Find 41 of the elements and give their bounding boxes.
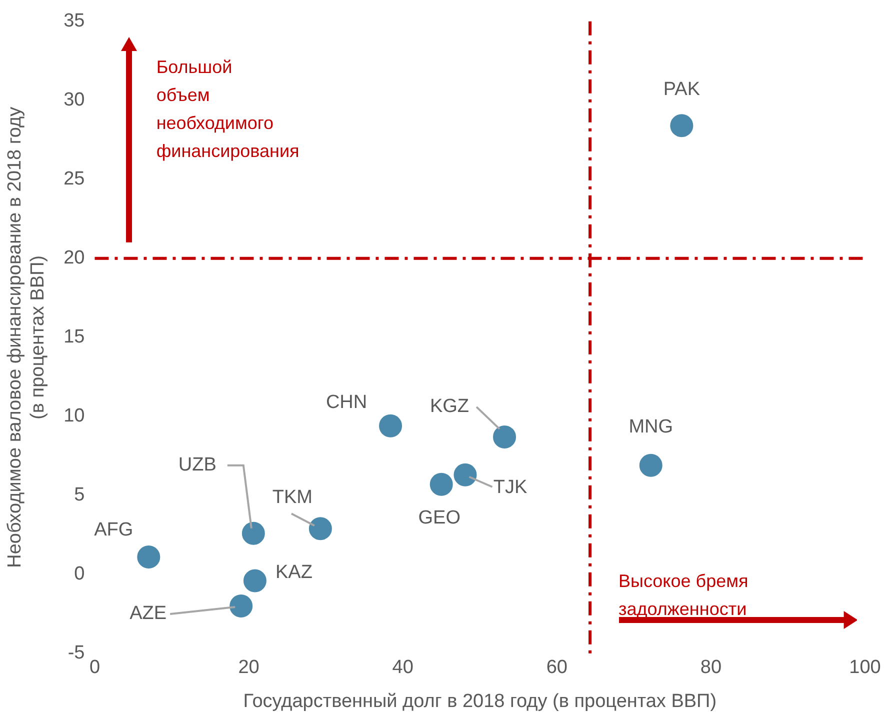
y-tick-label: 35 [64,10,85,32]
point [670,114,694,138]
annotation: Высокое бремя задолженности [618,570,750,620]
series-label: TKM [272,486,312,508]
point [308,517,332,540]
series-label: PAK [663,78,700,100]
x-tick-label: 100 [849,657,881,678]
y-tick-label: 0 [74,564,85,585]
point [230,594,253,618]
point [430,472,453,496]
series-label: KAZ [275,562,313,583]
x-axis-title: Государственный долг в 2018 году (в процентах ВВП) [243,690,717,712]
x-tick-label: 20 [238,657,260,678]
y-tick-label: 30 [64,90,85,111]
y-tick-label: 5 [74,484,85,506]
y-tick-label: 25 [64,168,85,190]
y-tick-label: -5 [68,642,85,664]
x-tick-label: 0 [89,657,100,678]
y-axis-title: Необходимое валовое финансирование в 2018 году (в процентах ВВП) [4,106,48,568]
y-tick-label: 15 [64,326,85,348]
y-tick-label: 20 [64,248,85,269]
y-tick-label: 10 [64,406,85,427]
point [379,414,402,438]
series-label: TJK [493,477,528,498]
x-tick-label: 60 [546,657,568,678]
series-label: KGZ [430,396,470,418]
point [639,454,662,477]
point [242,522,265,545]
annotation: Большой объем необходимого финансирования [156,56,300,163]
point [454,463,477,486]
point [493,425,516,448]
point [243,569,266,592]
text: UZB [178,454,216,476]
text: AZE [130,603,167,624]
series-label: MNG [628,416,674,438]
x-tick-label: 40 [392,657,414,678]
series-label: GEO [418,508,460,529]
series-label: CHN [326,392,368,414]
point [137,546,160,569]
x-tick-label: 80 [700,657,722,678]
series-label: AFG [94,519,134,540]
